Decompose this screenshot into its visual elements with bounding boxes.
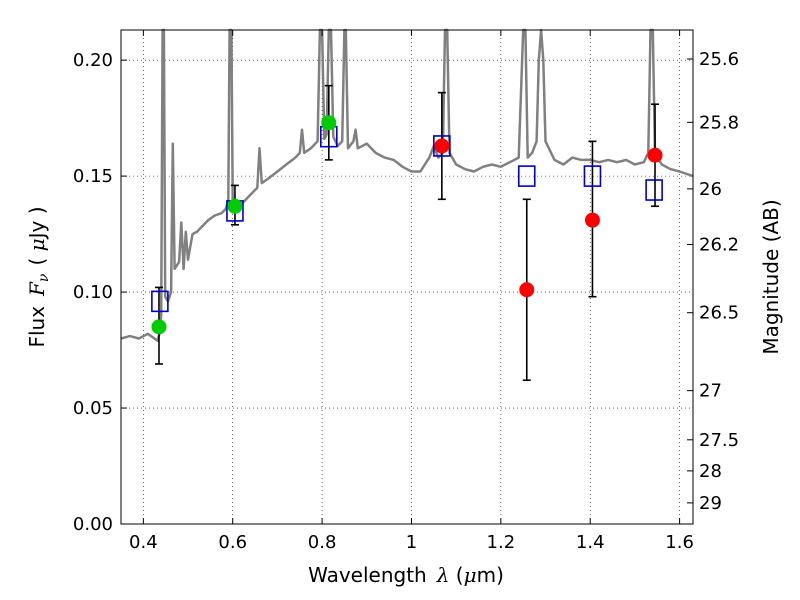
observed-green-point <box>151 319 167 335</box>
model-square-marker <box>151 290 169 313</box>
spectrum <box>120 28 694 343</box>
x-tick-label: 0.8 <box>308 532 337 553</box>
y-tick-label: 0.10 <box>73 282 113 303</box>
x-axis-label-unit-mu: μ <box>464 563 477 587</box>
y2-axis-label: Magnitude (AB) <box>759 199 783 354</box>
y-tick-label: 0.05 <box>73 398 113 419</box>
x-axis-label-unit-open: ( <box>449 563 463 587</box>
y2-tick-label: 26.2 <box>699 235 739 256</box>
y-axis-label-prefix: Flux <box>25 306 49 348</box>
y2-tick-label: 27 <box>699 381 722 402</box>
y2-tick-label: 28 <box>699 461 722 482</box>
y-tick-label: 0.00 <box>73 514 113 535</box>
y-axis-label: Flux Fν ( μJy ) <box>25 206 52 347</box>
y2-tick-label: 29 <box>699 493 722 514</box>
observed-green-point <box>227 198 243 214</box>
y-axis-label-subscript: ν <box>36 273 52 282</box>
y-axis-label-unit-mu: μ <box>25 238 49 251</box>
spectrum-line <box>120 28 694 343</box>
x-tick-label: 0.6 <box>218 532 247 553</box>
x-tick-label: 0.4 <box>129 532 158 553</box>
x-axis-label-unit-rest: m) <box>477 563 504 587</box>
x-axis-label-prefix: Wavelength <box>308 563 427 587</box>
y2-tick-label: 27.5 <box>699 430 739 451</box>
y-axis-label-unit-rest: Jy ) <box>25 206 49 240</box>
model-square-marker <box>433 135 451 157</box>
plot-frame <box>120 29 694 525</box>
observed-red-point <box>434 138 450 154</box>
y2-tick-label: 26 <box>699 179 722 200</box>
observed-green-point <box>321 115 337 131</box>
observed-red-point <box>647 147 663 163</box>
model-square-marker <box>583 165 602 187</box>
model-square-marker <box>517 165 536 187</box>
y-axis-label-unit-open: ( <box>25 251 49 265</box>
model-square-marker <box>645 179 663 201</box>
x-axis-label: Wavelength λ (μm) <box>308 563 504 587</box>
y-tick-label: 0.15 <box>73 166 113 187</box>
grid-lines <box>121 30 693 525</box>
x-tick-label: 1 <box>406 532 417 553</box>
y-axis-label-symbol: F <box>25 281 49 297</box>
y2-tick-label: 25.6 <box>699 49 739 70</box>
y-tick-label: 0.20 <box>73 50 113 71</box>
y2-tick-label: 25.8 <box>699 112 739 133</box>
observed-red-point <box>519 282 535 298</box>
markers <box>151 115 663 335</box>
x-tick-label: 1.2 <box>487 532 516 553</box>
observed-red-point <box>584 212 600 228</box>
error-bars <box>154 84 660 382</box>
x-axis-label-symbol: λ <box>436 563 450 587</box>
y2-tick-label: 26.5 <box>699 303 739 324</box>
x-tick-label: 1.6 <box>665 532 694 553</box>
x-tick-label: 1.4 <box>576 532 605 553</box>
ticks: 0.4 0.6 0.8 1 1.2 1.4 1.6 0.00 0.05 0.10 0.15 0.20 2… <box>73 30 739 553</box>
